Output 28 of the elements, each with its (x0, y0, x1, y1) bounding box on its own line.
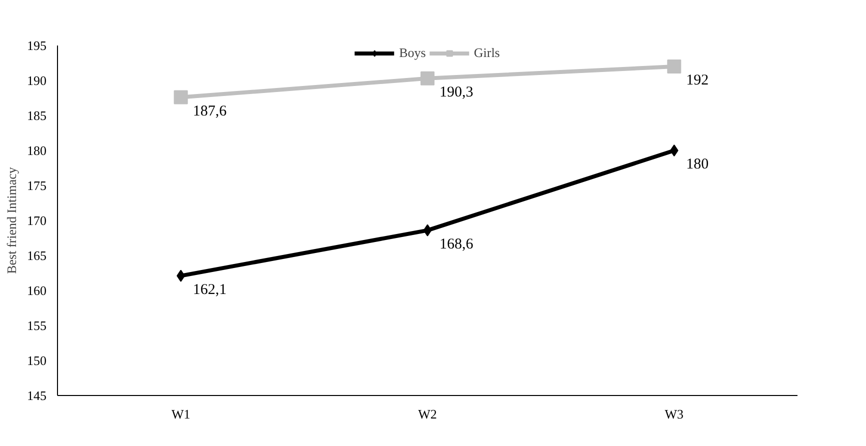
data-label: 187,6 (192, 103, 228, 120)
point (667, 60, 682, 74)
data-label: 168,6 (440, 236, 474, 252)
x-tick-label: W2 (418, 406, 437, 422)
point (423, 224, 432, 236)
data-label: 180 (686, 156, 709, 172)
point (174, 90, 188, 104)
y-tick-label: 195 (27, 38, 46, 53)
y-tick-label: 180 (27, 143, 46, 158)
y-tick-label: 190 (27, 73, 46, 88)
y-tick-label: 165 (27, 248, 46, 263)
y-tick-label: 175 (27, 178, 46, 193)
y-tick-label: 150 (27, 353, 46, 368)
data-label: 190,3 (440, 84, 474, 100)
y-tick-label: 160 (27, 283, 46, 298)
y-axis-title: Best friend Intimacy (4, 166, 19, 274)
y-tick-label: 185 (27, 108, 46, 123)
data-label: 162,1 (192, 282, 227, 298)
point (420, 71, 434, 86)
legend-label: Boys (399, 45, 426, 61)
data-label: 192 (686, 72, 709, 88)
x-tick-label: W3 (664, 406, 684, 422)
point (670, 144, 678, 156)
y-tick-label: 145 (27, 388, 46, 403)
legend-label: Girls (474, 45, 500, 61)
x-tick-label: W1 (171, 406, 190, 422)
y-tick-label: 155 (27, 318, 46, 333)
y-tick-label: 170 (27, 213, 46, 228)
